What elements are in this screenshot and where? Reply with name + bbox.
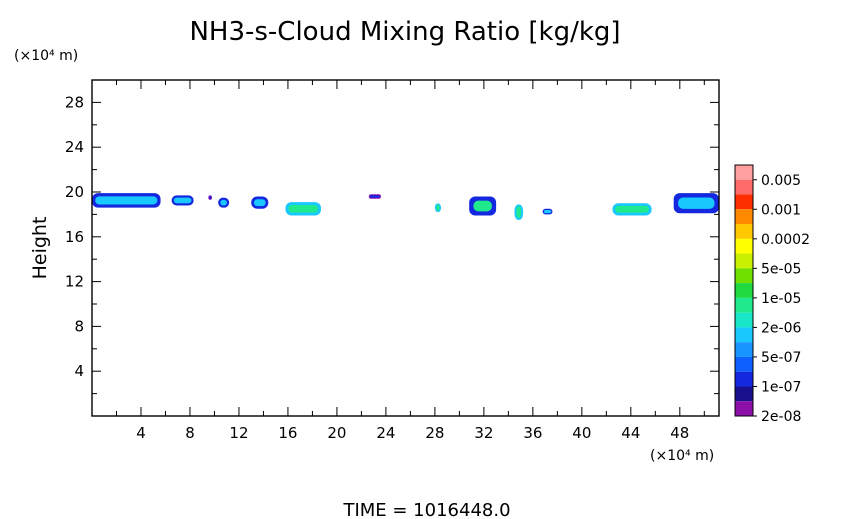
- legend-swatch: [735, 312, 753, 328]
- x-tick-label: 4: [136, 424, 146, 442]
- y-tick-labels: 4 8 12 16 20 24 28: [65, 93, 84, 380]
- legend-label: 5e-07: [761, 350, 801, 366]
- legend-label: 0.001: [761, 202, 801, 218]
- chart-title: NH3-s-Cloud Mixing Ratio [kg/kg]: [189, 17, 620, 47]
- x-tick-label: 44: [621, 424, 640, 442]
- y-axis-unit: (×10⁴ m): [14, 48, 78, 64]
- legend-swatch: [735, 401, 753, 416]
- legend-swatch: [735, 356, 753, 372]
- cloud-patch-core: [220, 199, 227, 206]
- y-tick-label: 8: [74, 317, 84, 335]
- x-tick-label: 36: [523, 424, 542, 442]
- x-tick-labels: 4 8 12 16 20 24 28 32 36 40 44 48: [136, 424, 689, 442]
- legend-swatch: [735, 342, 753, 357]
- x-tick-label: 16: [278, 424, 297, 442]
- legend-label: 2e-06: [761, 320, 801, 336]
- cloud-patch-core: [436, 204, 440, 211]
- cloud-patch-core: [288, 205, 319, 213]
- cloud-patch-core: [253, 199, 266, 207]
- cloud-patch-core: [678, 197, 715, 209]
- x-tick-label: 40: [572, 424, 591, 442]
- cloud-patch-core: [516, 206, 522, 219]
- legend-swatch: [735, 224, 753, 239]
- cloud-patch-core: [615, 205, 649, 213]
- cloud-patch-core: [369, 195, 381, 198]
- legend-swatch: [735, 165, 753, 180]
- legend-swatch: [735, 253, 753, 269]
- x-tick-label: 24: [376, 424, 395, 442]
- x-tick-label: 12: [229, 424, 248, 442]
- cloud-patch-core: [95, 196, 158, 205]
- legend-swatch: [735, 194, 753, 210]
- legend-swatch: [735, 371, 753, 387]
- x-tick-label: 28: [425, 424, 444, 442]
- x-tick-label: 32: [474, 424, 493, 442]
- legend-swatch: [735, 327, 753, 343]
- legend-swatch: [735, 283, 753, 298]
- legend-swatch: [735, 179, 753, 195]
- legend-label: 5e-05: [761, 261, 801, 277]
- y-tick-label: 16: [65, 228, 84, 246]
- x-tick-label: 20: [327, 424, 346, 442]
- legend-label: 0.0002: [761, 232, 810, 248]
- legend-frame: [734, 164, 754, 417]
- color-legend: 0.005 0.001 0.0002 5e-05 1e-05 2e-06 5e-07 1e-0…: [734, 164, 810, 425]
- legend-label: 2e-08: [761, 409, 801, 425]
- y-axis-label: Height: [29, 217, 51, 280]
- legend-swatch: [735, 297, 753, 313]
- x-axis-unit: (×10⁴ m): [650, 448, 714, 464]
- legend-swatch: [735, 268, 753, 284]
- cloud-patch-core: [473, 200, 492, 212]
- y-tick-label: 20: [65, 183, 84, 201]
- cloud-patch-core: [209, 196, 212, 200]
- time-label: TIME = 1016448.0: [342, 500, 510, 519]
- x-tick-label: 48: [670, 424, 689, 442]
- legend-label: 1e-07: [761, 379, 801, 395]
- y-tick-label: 28: [65, 93, 84, 111]
- legend-label: 0.005: [761, 173, 801, 189]
- cloud-patch-core: [543, 210, 552, 214]
- plot-frame: [91, 79, 720, 417]
- legend-swatch: [735, 238, 753, 254]
- y-tick-label: 24: [65, 138, 84, 156]
- legend-swatch: [735, 386, 753, 402]
- legend-label: 1e-05: [761, 291, 801, 307]
- y-tick-label: 12: [65, 273, 84, 291]
- x-tick-label: 8: [185, 424, 195, 442]
- legend-swatch: [735, 209, 753, 225]
- cloud-patch-core: [173, 197, 192, 204]
- axis-ticks: [92, 80, 719, 416]
- y-tick-label: 4: [74, 362, 84, 380]
- cloud-patches: [92, 193, 719, 220]
